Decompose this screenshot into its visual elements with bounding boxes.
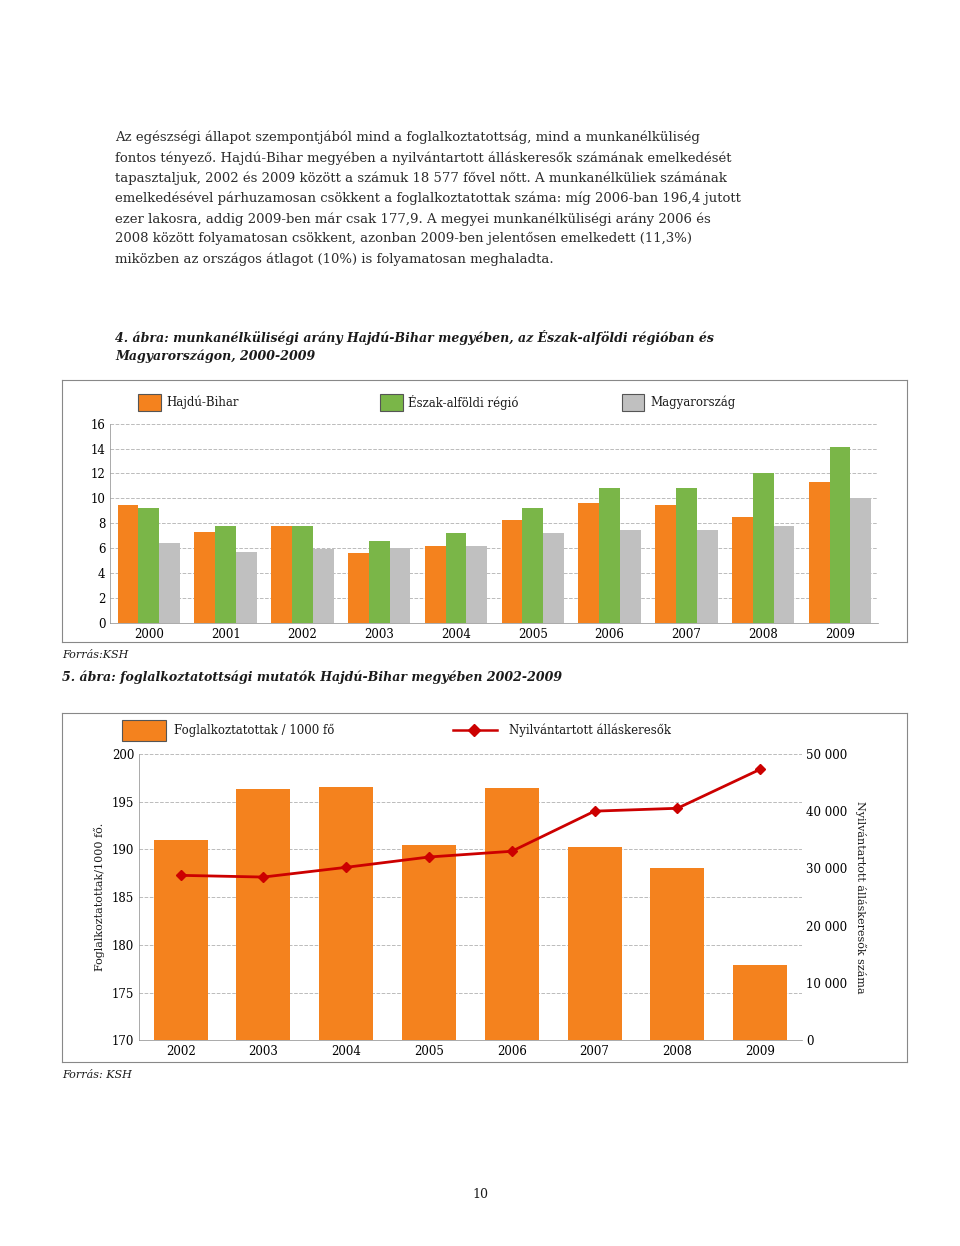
Bar — [272, 526, 292, 623]
Bar — [348, 553, 369, 623]
Bar — [445, 533, 467, 623]
Text: Az egészségi állapot szempontjából mind a foglalkoztatottság, mind a munkanélkül: Az egészségi állapot szempontjából mind … — [115, 131, 741, 265]
Y-axis label: Foglalkoztatottak/1000 fő.: Foglalkoztatottak/1000 fő. — [94, 824, 105, 971]
Bar — [390, 548, 410, 623]
Bar — [195, 532, 215, 623]
Text: 5. ábra: foglalkoztatottsági mutatók Hajdú-Bihar megyében 2002-2009: 5. ábra: foglalkoztatottsági mutatók Haj… — [62, 670, 563, 684]
Text: Forrás:KSH: Forrás:KSH — [62, 650, 129, 660]
Bar — [502, 520, 522, 623]
Text: Forrás: KSH: Forrás: KSH — [62, 1070, 132, 1080]
FancyBboxPatch shape — [622, 394, 644, 411]
Text: 3.    Foglalkoztatottság: 3. Foglalkoztatottság — [147, 77, 397, 97]
Bar — [851, 498, 871, 623]
Bar — [651, 867, 705, 1246]
Bar — [676, 488, 697, 623]
Text: 4. ábra: munkanélküliségi arány Hajdú-Bihar megyében, az Észak-alföldi régióban : 4. ábra: munkanélküliségi arány Hajdú-Bi… — [115, 330, 714, 363]
Text: Észak-alföldi régió: Észak-alföldi régió — [408, 395, 518, 410]
Bar — [369, 541, 390, 623]
Text: Foglalkoztatottak / 1000 fő: Foglalkoztatottak / 1000 fő — [175, 724, 335, 736]
FancyBboxPatch shape — [138, 394, 160, 411]
Bar — [732, 517, 753, 623]
Bar — [320, 787, 373, 1246]
Bar — [522, 508, 543, 623]
Bar — [313, 549, 333, 623]
Bar — [154, 840, 207, 1246]
Bar — [620, 530, 640, 623]
Text: 10: 10 — [472, 1189, 488, 1201]
Bar — [292, 526, 313, 623]
Bar — [543, 533, 564, 623]
Bar — [236, 789, 290, 1246]
FancyBboxPatch shape — [380, 394, 402, 411]
Bar — [402, 845, 456, 1246]
Bar — [138, 508, 159, 623]
Bar — [118, 505, 138, 623]
Bar — [774, 526, 794, 623]
Text: Magyarország: Magyarország — [650, 396, 735, 409]
Bar — [236, 552, 256, 623]
Bar — [733, 964, 787, 1246]
Bar — [829, 447, 851, 623]
Bar — [809, 482, 829, 623]
Bar — [425, 546, 445, 623]
Bar — [467, 546, 487, 623]
Bar — [656, 505, 676, 623]
Text: Nyilvántartott álláskeresők: Nyilvántartott álláskeresők — [509, 724, 671, 736]
Bar — [485, 789, 539, 1246]
Bar — [599, 488, 620, 623]
Bar — [215, 526, 236, 623]
Text: Hajdú-Bihar: Hajdú-Bihar — [166, 396, 239, 409]
Bar — [697, 530, 717, 623]
Y-axis label: Nyilvántartott álláskeresők száma: Nyilvántartott álláskeresők száma — [854, 801, 866, 993]
Bar — [579, 503, 599, 623]
Bar — [753, 473, 774, 623]
Bar — [567, 847, 621, 1246]
Bar — [159, 543, 180, 623]
FancyBboxPatch shape — [122, 720, 166, 740]
